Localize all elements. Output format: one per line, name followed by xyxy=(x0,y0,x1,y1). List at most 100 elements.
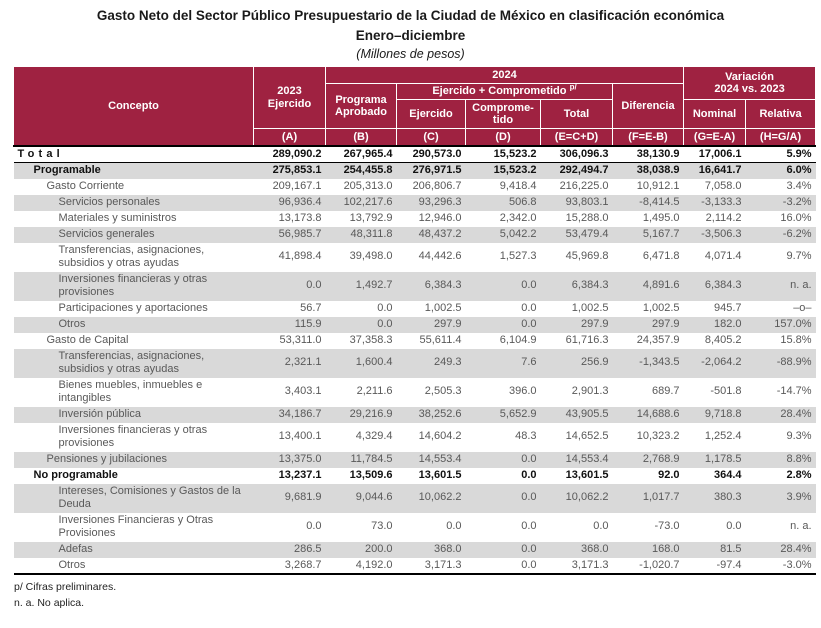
value-cell-g: 4,071.4 xyxy=(704,250,742,263)
value-cell-g: -2,064.2 xyxy=(683,348,746,378)
value-cell-d: 15,523.2 xyxy=(465,144,541,163)
header-letter-c: (C) xyxy=(396,128,466,146)
value-cell-g: 8,405.2 xyxy=(704,333,742,346)
value-cell-g: 0.0 xyxy=(726,520,742,533)
value-cell-b: 9,044.6 xyxy=(325,483,397,513)
value-cell-d: 0.0 xyxy=(465,483,541,513)
value-cell-g: 81.5 xyxy=(683,541,746,558)
table-row: Inversiones financieras y otras provisio… xyxy=(14,423,816,452)
table-row: Transferencias, asignaciones, subsidios … xyxy=(14,243,816,272)
table-row: Intereses, Comisiones y Gastos de la Deu… xyxy=(13,483,816,513)
value-cell-d: 5,652.9 xyxy=(465,406,541,423)
value-cell-a: 13,375.0 xyxy=(253,451,326,468)
header-comprometido: Comprome-tido xyxy=(465,99,541,129)
concepto-cell: Transferencias, asignaciones, subsidios … xyxy=(13,348,254,378)
value-cell-b: 13,792.9 xyxy=(349,211,393,224)
value-cell-f: 92.0 xyxy=(658,468,680,481)
table-row: Transferencias, asignaciones, subsidios … xyxy=(13,348,816,378)
value-cell-h: 9.7% xyxy=(786,250,812,263)
concepto-cell: Programable xyxy=(13,162,254,179)
value-cell-b: 102,217.6 xyxy=(325,194,397,211)
concepto-cell: Adefas xyxy=(13,541,254,558)
value-cell-e: 45,969.8 xyxy=(565,250,609,263)
table-row: Servicios personales 96,936.4 102,217.6 … xyxy=(13,194,816,211)
value-cell-b: 267,965.4 xyxy=(325,144,397,163)
value-cell-g: 945.7 xyxy=(714,301,742,314)
value-cell-a: 209,167.1 xyxy=(272,179,322,192)
header-letter-e: (E=C+D) xyxy=(540,128,613,146)
table-row: Materiales y suministros 13,173.8 13,792… xyxy=(14,211,816,227)
value-cell-e: 256.9 xyxy=(540,348,613,378)
value-cell-e: 1,002.5 xyxy=(571,301,609,314)
value-cell-b: 205,313.0 xyxy=(343,179,393,192)
value-cell-d: 2,342.0 xyxy=(499,211,537,224)
value-cell-c: 0.0 xyxy=(446,520,462,533)
value-cell-h: 15.8% xyxy=(780,333,812,346)
value-cell-h: -88.9% xyxy=(745,348,816,378)
value-cell-b: 39,498.0 xyxy=(349,250,393,263)
value-cell-g: 364.4 xyxy=(714,468,742,481)
value-cell-c: 1,002.5 xyxy=(424,301,462,314)
value-cell-e: 292,494.7 xyxy=(540,162,613,179)
value-cell-e: 15,288.0 xyxy=(565,211,609,224)
table-row: Servicios generales 56,985.7 48,311.8 48… xyxy=(13,226,816,243)
value-cell-c: 10,062.2 xyxy=(396,483,466,513)
concepto-cell: Inversiones Financieras y Otras Provisio… xyxy=(58,513,214,540)
value-cell-e: 297.9 xyxy=(540,316,613,333)
value-cell-b: 29,216.9 xyxy=(325,406,397,423)
value-cell-b: 4,192.0 xyxy=(325,557,397,575)
value-cell-e: 306,096.3 xyxy=(540,144,613,163)
value-cell-e: 53,479.4 xyxy=(540,226,613,243)
value-cell-b: 37,358.3 xyxy=(349,333,393,346)
concepto-cell: Total xyxy=(13,144,254,163)
value-cell-f: -1,343.5 xyxy=(612,348,684,378)
footnote-no-aplica: n. a. No aplica. xyxy=(14,597,85,609)
value-cell-a: 0.0 xyxy=(253,271,326,301)
concepto-cell: Gasto de Capital xyxy=(46,333,129,346)
header-variacion-line1: Variación xyxy=(725,70,774,83)
value-cell-e: 14,652.5 xyxy=(565,430,609,443)
value-cell-a: 289,090.2 xyxy=(253,144,326,163)
header-relativa: Relativa xyxy=(745,99,817,129)
header-letter-d: (D) xyxy=(465,128,541,146)
table-row: Programable 275,853.1 254,455.8 276,971.… xyxy=(13,162,816,179)
value-cell-c: 93,296.3 xyxy=(396,194,466,211)
value-cell-h: -3.0% xyxy=(745,557,816,575)
page-subtitle: Enero–diciembre xyxy=(355,28,466,43)
header-total: Total xyxy=(540,99,613,129)
value-cell-d: 0.0 xyxy=(465,541,541,558)
value-cell-h: 16.0% xyxy=(780,211,812,224)
value-cell-d: 396.0 xyxy=(508,385,537,398)
value-cell-c: 12,946.0 xyxy=(418,211,462,224)
value-cell-b: 73.0 xyxy=(371,520,393,533)
value-cell-a: 56,985.7 xyxy=(253,226,326,243)
units-label: (Millones de pesos) xyxy=(356,47,465,61)
value-cell-f: 1,002.5 xyxy=(642,301,680,314)
budget-table: Concepto 2023 Ejercido 2024 Variación 20… xyxy=(13,66,817,575)
value-cell-d: 1,527.3 xyxy=(499,250,537,263)
header-letter-h: (H=G/A) xyxy=(745,128,817,146)
value-cell-e: 10,062.2 xyxy=(540,483,613,513)
value-cell-d: 15,523.2 xyxy=(465,162,541,179)
value-cell-g: 1,252.4 xyxy=(704,430,742,443)
value-cell-d: 0.0 xyxy=(465,557,541,575)
value-cell-g: 2,114.2 xyxy=(705,211,742,224)
value-cell-f: 297.9 xyxy=(612,316,684,333)
table-row: Gasto de Capital 53,311.0 37,358.3 55,61… xyxy=(14,333,816,349)
value-cell-e: 93,803.1 xyxy=(540,194,613,211)
value-cell-h: n. a. xyxy=(790,520,812,533)
concepto-cell: Transferencias, asignaciones, subsidios … xyxy=(58,243,205,270)
concepto-cell: Inversiones financieras y otras provisio… xyxy=(58,423,208,450)
value-cell-e: 43,905.5 xyxy=(540,406,613,423)
value-cell-c: 55,611.4 xyxy=(419,333,462,346)
header-programa-aprobado: Programa Aprobado xyxy=(325,83,397,129)
value-cell-c: 2,505.3 xyxy=(424,385,462,398)
value-cell-c: 6,384.3 xyxy=(396,271,466,301)
value-cell-e: 6,384.3 xyxy=(540,271,613,301)
value-cell-g: -3,506.3 xyxy=(683,226,746,243)
concepto-cell: Bienes muebles, inmuebles e intangibles xyxy=(58,378,203,405)
value-cell-h: 28.4% xyxy=(745,406,816,423)
concepto-cell: Servicios personales xyxy=(13,194,254,211)
value-cell-c: 249.3 xyxy=(396,348,466,378)
header-letter-a: (A) xyxy=(253,128,326,146)
